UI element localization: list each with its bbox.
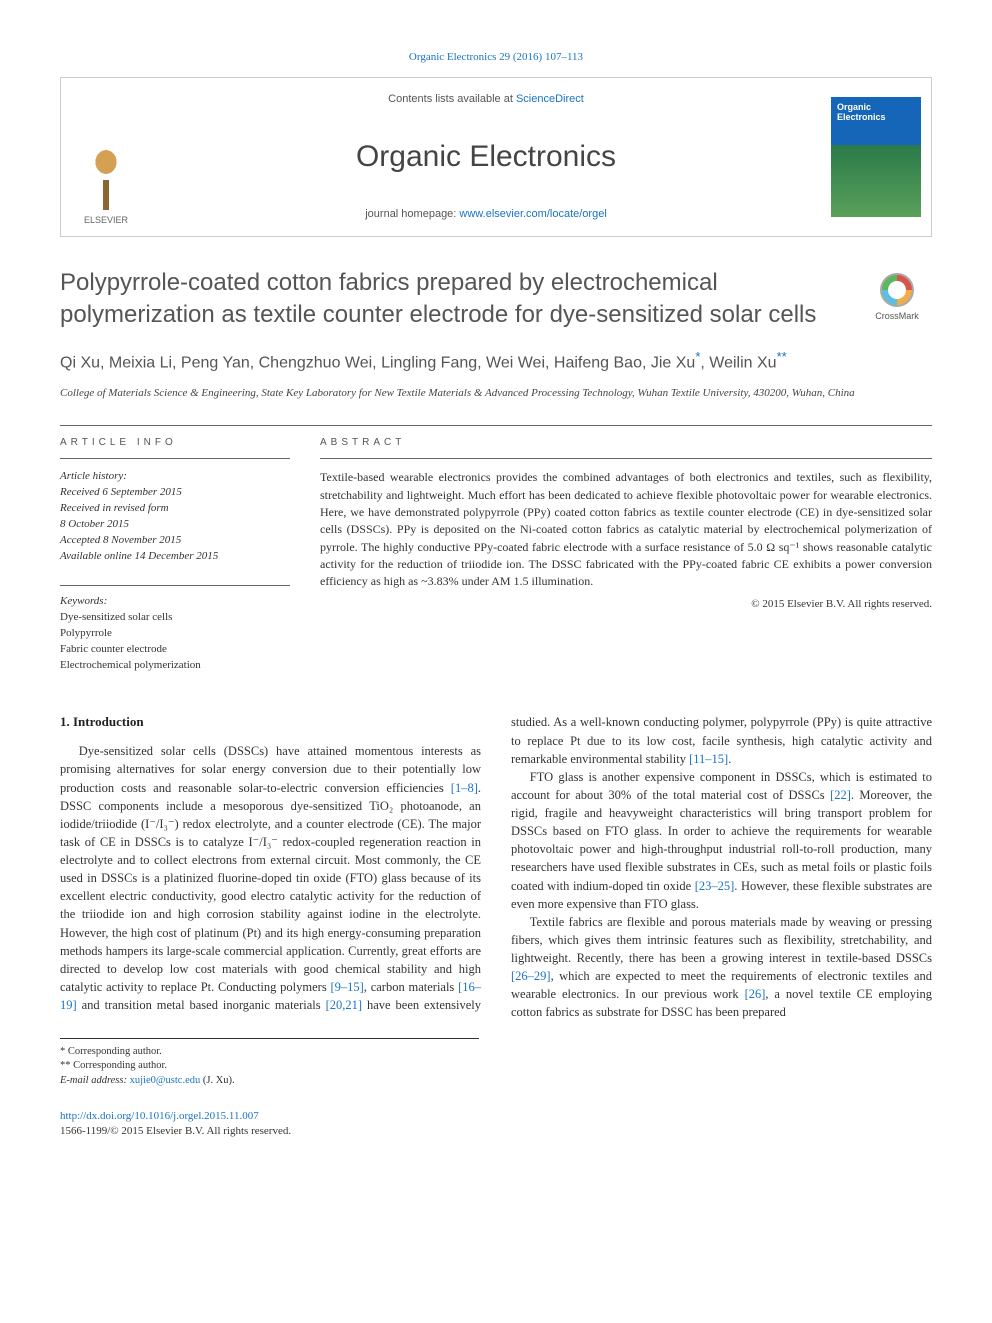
crossmark-label: CrossMark xyxy=(875,311,919,321)
keyword-4: Electrochemical polymerization xyxy=(60,658,290,674)
received-date: Received 6 September 2015 xyxy=(60,485,290,501)
doi-block: http://dx.doi.org/10.1016/j.orgel.2015.1… xyxy=(60,1109,932,1140)
abstract-text: Textile-based wearable electronics provi… xyxy=(320,469,932,591)
journal-homepage: journal homepage: www.elsevier.com/locat… xyxy=(365,207,607,222)
corr-email[interactable]: xujie0@ustc.edu xyxy=(130,1075,201,1086)
cover-cell: Organic Electronics xyxy=(821,78,931,236)
ref-11-15[interactable]: [11–15] xyxy=(689,752,728,766)
journal-header: ELSEVIER Contents lists available at Sci… xyxy=(60,77,932,237)
authors-line: Qi Xu, Meixia Li, Peng Yan, Chengzhuo We… xyxy=(60,348,932,375)
email-label: E-mail address: xyxy=(60,1075,130,1086)
publisher-logo-cell: ELSEVIER xyxy=(61,78,151,236)
abstract-column: ABSTRACT Textile-based wearable electron… xyxy=(320,426,932,673)
article-info-header: ARTICLE INFO xyxy=(60,426,290,459)
keyword-1: Dye-sensitized solar cells xyxy=(60,610,290,626)
revised-line1: Received in revised form xyxy=(60,501,290,517)
abstract-header: ABSTRACT xyxy=(320,426,932,459)
elsevier-tree-icon xyxy=(81,150,131,210)
author-last: Weilin Xu xyxy=(709,354,776,371)
ref-9-15[interactable]: [9–15] xyxy=(330,980,363,994)
article-history: Article history: Received 6 September 20… xyxy=(60,469,290,565)
intro-para-3: FTO glass is another expensive component… xyxy=(511,768,932,913)
keywords-hdr: Keywords: xyxy=(60,594,290,610)
article-title: Polypyrrole-coated cotton fabrics prepar… xyxy=(60,267,932,329)
ref-20-21[interactable]: [20,21] xyxy=(326,998,362,1012)
ref-23-25[interactable]: [23–25] xyxy=(695,879,735,893)
ref-26-29[interactable]: [26–29] xyxy=(511,969,551,983)
contents-prefix: Contents lists available at xyxy=(388,93,516,105)
ref-22[interactable]: [22] xyxy=(830,788,851,802)
revised-line2: 8 October 2015 xyxy=(60,517,290,533)
title-block: Polypyrrole-coated cotton fabrics prepar… xyxy=(60,267,932,329)
keywords-block: Keywords: Dye-sensitized solar cells Pol… xyxy=(60,585,290,674)
online-date: Available online 14 December 2015 xyxy=(60,549,290,565)
section-1-title: 1. Introduction xyxy=(60,713,481,732)
corr-2: ** Corresponding author. xyxy=(60,1059,479,1074)
history-hdr: Article history: xyxy=(60,469,290,485)
email-suffix: (J. Xu). xyxy=(200,1075,234,1086)
homepage-url[interactable]: www.elsevier.com/locate/orgel xyxy=(459,208,606,220)
crossmark-badge[interactable]: CrossMark xyxy=(862,273,932,323)
corresponding-footnotes: * Corresponding author. ** Corresponding… xyxy=(60,1038,479,1089)
article-page: Organic Electronics 29 (2016) 107–113 EL… xyxy=(0,0,992,1179)
info-abstract-row: ARTICLE INFO Article history: Received 6… xyxy=(60,425,932,673)
ref-26[interactable]: [26] xyxy=(745,987,766,1001)
corr-1: * Corresponding author. xyxy=(60,1045,479,1060)
ref-1-8[interactable]: [1–8] xyxy=(451,781,478,795)
doi-url[interactable]: http://dx.doi.org/10.1016/j.orgel.2015.1… xyxy=(60,1109,932,1124)
authors-main: Qi Xu, Meixia Li, Peng Yan, Chengzhuo We… xyxy=(60,354,695,371)
issn-copyright: 1566-1199/© 2015 Elsevier B.V. All right… xyxy=(60,1124,932,1139)
keyword-2: Polypyrrole xyxy=(60,626,290,642)
publisher-name: ELSEVIER xyxy=(81,214,131,227)
journal-name: Organic Electronics xyxy=(356,136,616,178)
affiliation: College of Materials Science & Engineeri… xyxy=(60,386,932,401)
contents-available: Contents lists available at ScienceDirec… xyxy=(388,92,584,107)
body-columns: 1. Introduction Dye-sensitized solar cel… xyxy=(60,713,932,1021)
crossmark-icon xyxy=(880,273,914,307)
cover-title: Organic Electronics xyxy=(837,103,921,123)
elsevier-logo[interactable]: ELSEVIER xyxy=(81,150,131,227)
citation-line: Organic Electronics 29 (2016) 107–113 xyxy=(60,50,932,65)
citation-text[interactable]: Organic Electronics 29 (2016) 107–113 xyxy=(409,51,583,63)
abstract-copyright: © 2015 Elsevier B.V. All rights reserved… xyxy=(320,597,932,612)
header-center: Contents lists available at ScienceDirec… xyxy=(151,78,821,236)
homepage-prefix: journal homepage: xyxy=(365,208,459,220)
accepted-date: Accepted 8 November 2015 xyxy=(60,533,290,549)
sciencedirect-link[interactable]: ScienceDirect xyxy=(516,93,584,105)
journal-cover-thumbnail[interactable]: Organic Electronics xyxy=(831,97,921,217)
corr-star-2: ** xyxy=(777,349,787,364)
keyword-3: Fabric counter electrode xyxy=(60,642,290,658)
intro-para-4: Textile fabrics are flexible and porous … xyxy=(511,913,932,1022)
corr-email-line: E-mail address: xujie0@ustc.edu (J. Xu). xyxy=(60,1074,479,1089)
article-info-column: ARTICLE INFO Article history: Received 6… xyxy=(60,426,290,673)
